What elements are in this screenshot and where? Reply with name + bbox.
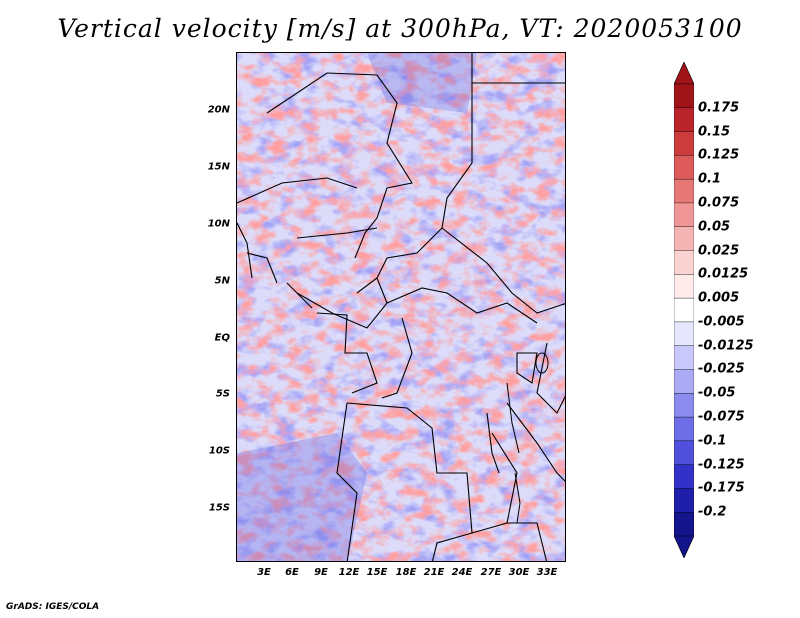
colorbar-swatch <box>674 107 694 133</box>
colorbar-label: -0.05 <box>698 385 736 401</box>
colorbar-swatch <box>674 369 694 394</box>
velocity-field <box>237 53 565 561</box>
negative-region-north <box>367 53 477 113</box>
colorbar-swatch <box>674 226 694 252</box>
colorbar-swatch <box>674 250 694 275</box>
colorbar-swatch <box>674 393 694 418</box>
colorbar-swatch <box>674 155 694 180</box>
colorbar-label: 0.15 <box>698 124 731 140</box>
lon-label: 12E <box>338 567 360 578</box>
negative-region-southwest <box>237 433 367 561</box>
colorbar-label: 0.125 <box>698 147 740 163</box>
colorbar-label: -0.075 <box>698 409 745 425</box>
lat-label: 20N <box>207 104 230 116</box>
country-borders <box>237 53 565 561</box>
lat-label: 15S <box>208 502 230 514</box>
lon-label: 33E <box>536 567 558 578</box>
colorbar-label: -0.025 <box>698 361 745 377</box>
colorbar-swatch <box>674 131 694 156</box>
colorbar-swatch <box>674 83 694 109</box>
lakes <box>506 352 549 524</box>
field-noise <box>237 53 565 561</box>
colorbar-label: 0.025 <box>698 243 740 259</box>
lat-label: 10S <box>208 445 230 457</box>
lon-label: 30E <box>508 567 530 578</box>
colorbar-label: 0.05 <box>698 219 731 235</box>
lon-label: 9E <box>314 567 328 578</box>
colorbar-swatch <box>674 321 694 347</box>
colorbar-swatch <box>674 297 694 323</box>
colorbar-label: 0.075 <box>698 195 740 211</box>
colorbar-label: 0.005 <box>698 290 740 306</box>
colorbar-swatch <box>674 202 694 228</box>
grads-credit: GrADS: IGES/COLA <box>6 602 100 612</box>
colorbar-label: -0.1 <box>698 433 727 449</box>
colorbar-swatch <box>674 464 694 489</box>
lat-label: 5N <box>214 275 230 287</box>
lat-label: 5S <box>215 388 230 400</box>
map-panel <box>236 52 566 562</box>
colorbar-label: -0.175 <box>698 480 745 496</box>
colorbar-swatch <box>674 274 694 299</box>
colorbar-top-arrow <box>674 62 694 85</box>
lon-label: 6E <box>285 567 299 578</box>
lon-label: 3E <box>257 567 271 578</box>
lat-label: EQ <box>214 332 230 344</box>
lon-label: 15E <box>366 567 388 578</box>
colorbar-swatch <box>674 416 694 442</box>
colorbar-bottom-arrow <box>674 535 694 558</box>
lon-label: 18E <box>395 567 417 578</box>
colorbar-swatch <box>674 512 694 537</box>
colorbar-swatch <box>674 488 694 513</box>
colorbar-swatch <box>674 178 694 204</box>
colorbar <box>674 62 694 558</box>
colorbar-label: -0.0125 <box>698 338 754 354</box>
lat-label: 10N <box>207 218 230 230</box>
colorbar-label: 0.0125 <box>698 266 749 282</box>
colorbar-swatch <box>674 440 694 466</box>
colorbar-label: 0.1 <box>698 171 722 187</box>
colorbar-label: -0.125 <box>698 457 745 473</box>
lon-label: 27E <box>480 567 502 578</box>
map-title: Vertical velocity [m/s] at 300hPa, VT: 2… <box>57 14 743 43</box>
colorbar-label: -0.005 <box>698 314 745 330</box>
colorbar-label: -0.2 <box>698 504 727 520</box>
colorbar-swatch <box>674 345 694 370</box>
lon-label: 21E <box>423 567 445 578</box>
lat-label: 15N <box>207 161 230 173</box>
colorbar-label: 0.175 <box>698 100 740 116</box>
lon-label: 24E <box>451 567 473 578</box>
